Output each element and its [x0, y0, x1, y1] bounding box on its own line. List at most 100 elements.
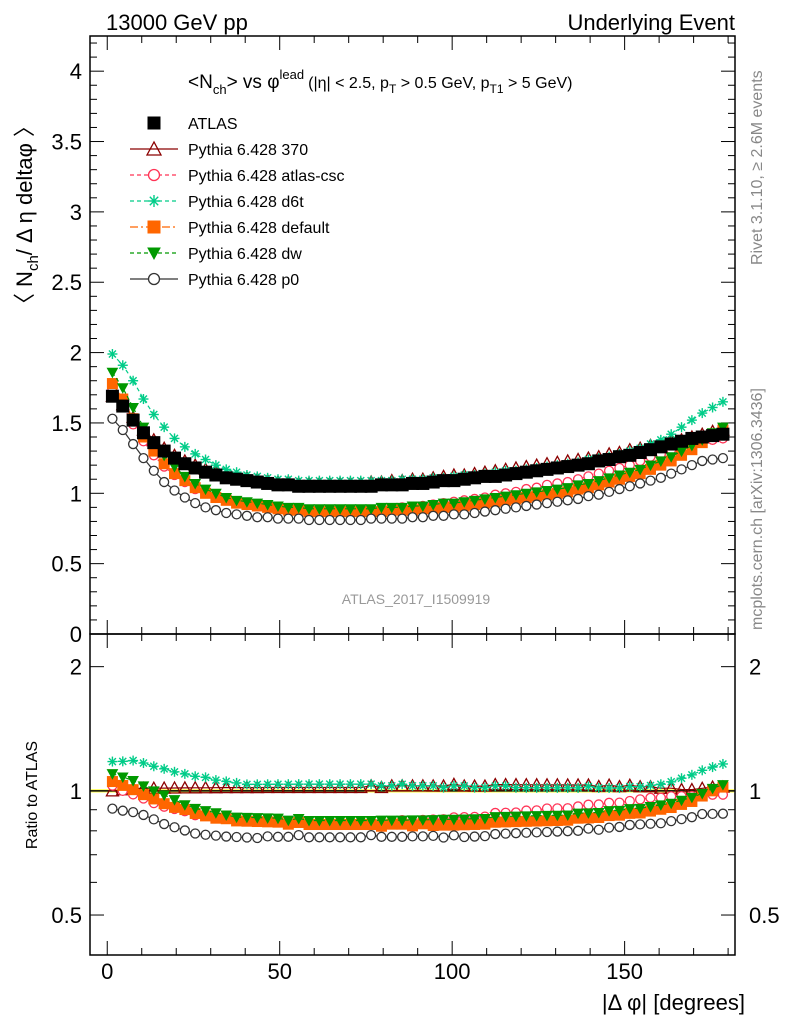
point-pythia-6-428-dw [541, 485, 553, 497]
ratio-point-pythia-6-428-p0 [107, 803, 118, 814]
ratio-point-pythia-6-428-p0 [645, 818, 656, 829]
point-pythia-6-428-dw [520, 488, 533, 500]
point-pythia-6-428-p0 [407, 512, 418, 523]
point-pythia-6-428-d6t [200, 454, 211, 465]
ratio-y-tick-label-right: 0.5 [749, 903, 780, 928]
point-pythia-6-428-p0 [272, 513, 284, 524]
point-pythia-6-428-dw [189, 478, 202, 490]
point-pythia-6-428-p0 [531, 499, 542, 510]
ratio-point-pythia-6-428-370 [105, 783, 120, 797]
ratio-point-pythia-6-428-dw [489, 812, 502, 823]
point-pythia-6-428-dw [272, 501, 284, 512]
point-pythia-6-428-d6t [107, 348, 118, 359]
point-pythia-6-428-dw [717, 422, 729, 434]
ratio-point-pythia-6-428-dw [199, 806, 212, 817]
point-pythia-6-428-dw [241, 497, 253, 508]
ratio-point-pythia-6-428-p0 [531, 827, 542, 838]
point-pythia-6-428-dw [344, 504, 357, 515]
point-pythia-6-428-d6t [138, 394, 149, 405]
ratio-point-pythia-6-428-atlas-csc [603, 797, 615, 808]
ratio-point-pythia-6-428-d6t [521, 782, 532, 793]
ratio-point-pythia-6-428-dw [530, 811, 543, 822]
ratio-point-pythia-6-428-dw [510, 811, 522, 823]
ratio-point-pythia-6-428-p0 [521, 827, 532, 838]
point-pythia-6-428-dw [437, 498, 450, 510]
ratio-point-pythia-6-428-d6t [376, 780, 387, 791]
ratio-point-pythia-6-428-370 [229, 780, 244, 794]
point-atlas [147, 436, 161, 450]
legend-label-pythia-6-428-dw: Pythia 6.428 dw [188, 246, 302, 263]
point-pythia-6-428-d6t [676, 422, 687, 433]
ratio-point-pythia-6-428-d6t [717, 758, 728, 769]
point-pythia-6-428-dw [282, 502, 295, 514]
ratio-point-pythia-6-428-d6t [366, 779, 377, 790]
ratio-point-pythia-6-428-p0 [593, 824, 604, 835]
point-pythia-6-428-p0 [634, 478, 646, 489]
point-pythia-6-428-p0 [614, 483, 625, 495]
ratio-point-pythia-6-428-p0 [397, 831, 408, 842]
point-pythia-6-428-dw [489, 493, 502, 504]
point-pythia-6-428-p0 [717, 452, 729, 464]
ratio-point-pythia-6-428-dw [406, 815, 419, 826]
point-pythia-6-428-dw [613, 470, 626, 482]
ratio-point-pythia-6-428-dw [292, 813, 305, 825]
point-pythia-6-428-dw [323, 504, 336, 515]
ratio-point-pythia-6-428-p0 [510, 828, 522, 839]
point-pythia-6-428-p0 [345, 514, 356, 526]
x-axis-label: |Δ φ| [degrees] [602, 990, 745, 1015]
ratio-point-pythia-6-428-p0 [159, 818, 170, 830]
ratio-point-pythia-6-428-atlas-csc [593, 799, 604, 810]
ratio-point-pythia-6-428-dw [261, 813, 274, 824]
point-pythia-6-428-p0 [697, 455, 708, 467]
ratio-point-pythia-6-428-dw [468, 814, 481, 825]
ratio-point-pythia-6-428-dw [541, 810, 553, 822]
ratio-y-tick-label-right: 2 [749, 655, 761, 680]
point-pythia-6-428-d6t [159, 422, 170, 433]
ratio-point-pythia-6-428-d6t [304, 779, 315, 790]
ratio-point-pythia-6-428-p0 [459, 831, 470, 843]
rivet-label: Rivet 3.1.10, ≥ 2.6M events [749, 70, 766, 265]
point-pythia-6-428-dw [106, 367, 119, 379]
ratio-point-pythia-6-428-d6t [686, 769, 697, 780]
legend-marker-pythia-6-428-atlas-csc [147, 168, 161, 182]
ratio-point-pythia-6-428-d6t [293, 779, 304, 790]
header-left: 13000 GeV pp [106, 10, 248, 35]
point-pythia-6-428-d6t [169, 433, 180, 444]
point-pythia-6-428-dw [654, 456, 667, 467]
ratio-point-pythia-6-428-p0 [655, 818, 666, 829]
ratio-point-pythia-6-428-d6t [407, 780, 418, 791]
ratio-point-pythia-6-428-d6t [272, 779, 283, 790]
ratio-point-pythia-6-428-atlas-csc [645, 792, 656, 803]
point-pythia-6-428-p0 [583, 490, 594, 502]
main-plot-frame [89, 35, 736, 635]
ratio-point-pythia-6-428-dw [251, 813, 264, 824]
ratio-point-pythia-6-428-dw [592, 807, 605, 819]
ratio-point-pythia-6-428-dw [706, 783, 719, 795]
ratio-point-pythia-6-428-dw [665, 798, 678, 810]
legend-label-atlas: ATLAS [188, 116, 238, 133]
legend-marker-atlas [147, 116, 161, 130]
ratio-point-pythia-6-428-d6t [138, 758, 149, 769]
point-pythia-6-428-dw [303, 504, 315, 515]
ratio-y-tick-label-right: 1 [749, 779, 761, 804]
ratio-point-pythia-6-428-dw [686, 792, 698, 804]
legend-label-pythia-6-428-p0: Pythia 6.428 p0 [188, 272, 299, 289]
point-pythia-6-428-p0 [510, 502, 522, 513]
ratio-point-pythia-6-428-d6t [490, 781, 501, 792]
point-pythia-6-428-dw [251, 498, 264, 510]
point-pythia-6-428-d6t [210, 460, 221, 471]
ratio-point-pythia-6-428-d6t [562, 782, 573, 793]
ratio-point-pythia-6-428-d6t [624, 781, 635, 792]
y-tick-label: 0.5 [51, 552, 82, 577]
point-pythia-6-428-p0 [221, 507, 232, 519]
ratio-point-pythia-6-428-p0 [634, 819, 646, 830]
point-pythia-6-428-dw [623, 467, 636, 479]
ratio-point-pythia-6-428-p0 [252, 832, 263, 844]
point-pythia-6-428-p0 [303, 514, 315, 526]
ratio-point-pythia-6-428-p0 [200, 829, 211, 840]
ratio-point-pythia-6-428-d6t [479, 782, 490, 793]
legend-marker-pythia-6-428-dw [147, 247, 161, 261]
point-pythia-6-428-dw [116, 383, 129, 394]
ratio-point-pythia-6-428-dw [241, 812, 253, 824]
point-pythia-6-428-dw [603, 473, 615, 484]
